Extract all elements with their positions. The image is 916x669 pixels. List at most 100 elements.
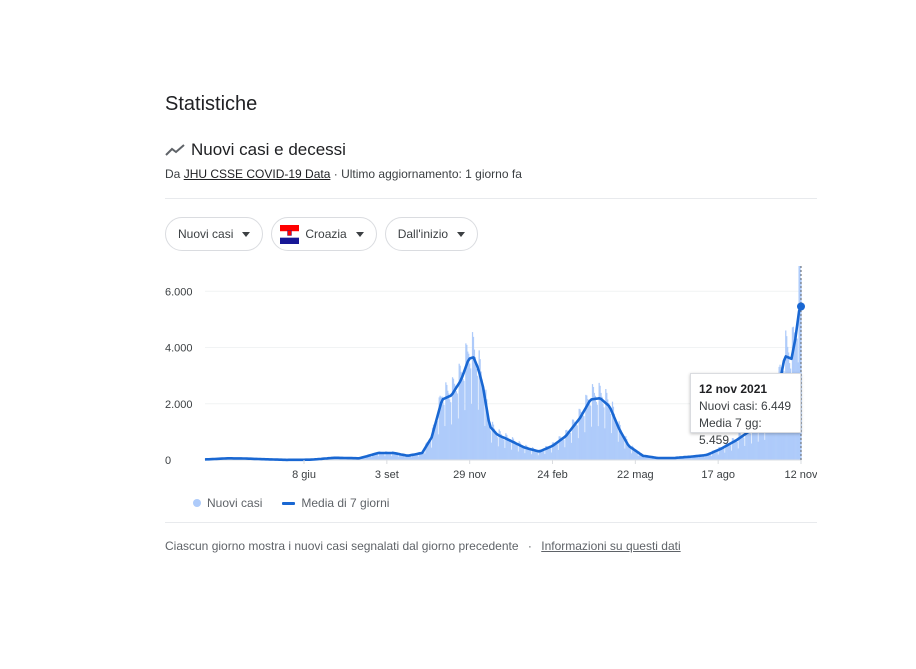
bar <box>565 430 567 460</box>
bar <box>427 442 429 460</box>
bar <box>379 451 381 460</box>
bar <box>372 453 375 460</box>
bar <box>723 448 725 460</box>
bar <box>689 457 692 460</box>
bar <box>734 439 736 460</box>
bar <box>446 384 448 460</box>
bar <box>415 454 417 460</box>
bar <box>390 456 393 460</box>
bar <box>705 453 707 460</box>
legend-line-swatch <box>282 501 296 505</box>
bar <box>619 424 621 460</box>
bar <box>600 392 602 460</box>
x-tick-label: 3 set <box>375 469 399 481</box>
bar <box>626 439 628 460</box>
bar <box>747 429 749 460</box>
source-link[interactable]: JHU CSSE COVID-19 Data <box>183 167 331 181</box>
about-data-link[interactable]: Informazioni su questi dati <box>541 539 681 553</box>
bar <box>378 451 380 460</box>
bar <box>434 421 437 460</box>
bar <box>725 442 727 460</box>
bar <box>368 455 370 460</box>
source-prefix: Da <box>165 167 181 181</box>
bar <box>688 456 691 460</box>
divider <box>165 198 817 199</box>
bar <box>481 379 483 460</box>
bar <box>606 392 608 460</box>
bar <box>531 447 534 460</box>
bar <box>581 412 583 460</box>
source-separator: · <box>333 167 338 181</box>
divider <box>165 522 817 523</box>
bar <box>546 446 548 460</box>
bar <box>616 428 618 460</box>
bar <box>604 428 606 460</box>
legend-bars-label: Nuovi casi <box>207 496 263 510</box>
bar <box>453 383 456 460</box>
bar <box>448 393 450 460</box>
bar <box>408 455 410 460</box>
bar <box>695 456 697 460</box>
bar <box>602 403 604 460</box>
bar <box>367 455 369 460</box>
bar <box>493 428 496 460</box>
bar <box>625 436 627 460</box>
bar <box>375 453 377 460</box>
bar <box>586 395 588 460</box>
bar <box>525 444 527 460</box>
bar <box>430 447 433 460</box>
bar <box>484 425 486 460</box>
bar <box>551 442 554 460</box>
bar <box>533 449 536 460</box>
bar <box>733 439 735 460</box>
country-dropdown[interactable]: Croazia <box>271 217 377 251</box>
bar <box>447 390 449 460</box>
bar <box>599 385 601 460</box>
bar <box>748 432 751 460</box>
bar <box>513 440 516 460</box>
bar <box>402 455 404 460</box>
bar <box>520 444 522 460</box>
metric-dropdown[interactable]: Nuovi casi <box>165 217 264 251</box>
bar <box>694 456 696 460</box>
bar <box>504 447 506 460</box>
bar <box>645 455 647 460</box>
bar <box>491 421 494 460</box>
range-dropdown-label: Dall'inizio <box>397 227 449 241</box>
bar <box>561 437 563 460</box>
bar <box>549 447 551 460</box>
bar <box>634 450 636 460</box>
bar <box>534 450 536 460</box>
bar <box>451 377 454 460</box>
bar <box>430 441 432 460</box>
bar <box>701 455 703 460</box>
bar <box>736 441 738 460</box>
bar <box>344 458 346 460</box>
bar <box>386 451 388 460</box>
bar <box>456 393 458 460</box>
range-dropdown[interactable]: Dall'inizio <box>384 217 479 251</box>
bar <box>400 453 402 460</box>
tooltip-average: Media 7 gg: 5.459 <box>699 416 762 447</box>
bar <box>684 458 686 460</box>
bar <box>480 371 482 460</box>
bar <box>549 448 552 460</box>
bar <box>414 453 417 460</box>
bar <box>798 266 800 460</box>
bar <box>405 454 407 460</box>
bar <box>514 442 517 460</box>
bar <box>641 454 643 460</box>
bar <box>471 332 474 460</box>
bar <box>382 453 384 460</box>
bar <box>598 382 600 460</box>
bar <box>729 445 732 460</box>
legend-line-label: Media di 7 giorni <box>301 496 390 510</box>
bar <box>438 397 440 460</box>
bar <box>454 385 457 460</box>
bar <box>756 430 758 460</box>
bar <box>632 447 635 460</box>
bar <box>545 445 547 460</box>
bar <box>687 456 689 460</box>
bar <box>424 453 426 460</box>
bar <box>523 448 525 460</box>
